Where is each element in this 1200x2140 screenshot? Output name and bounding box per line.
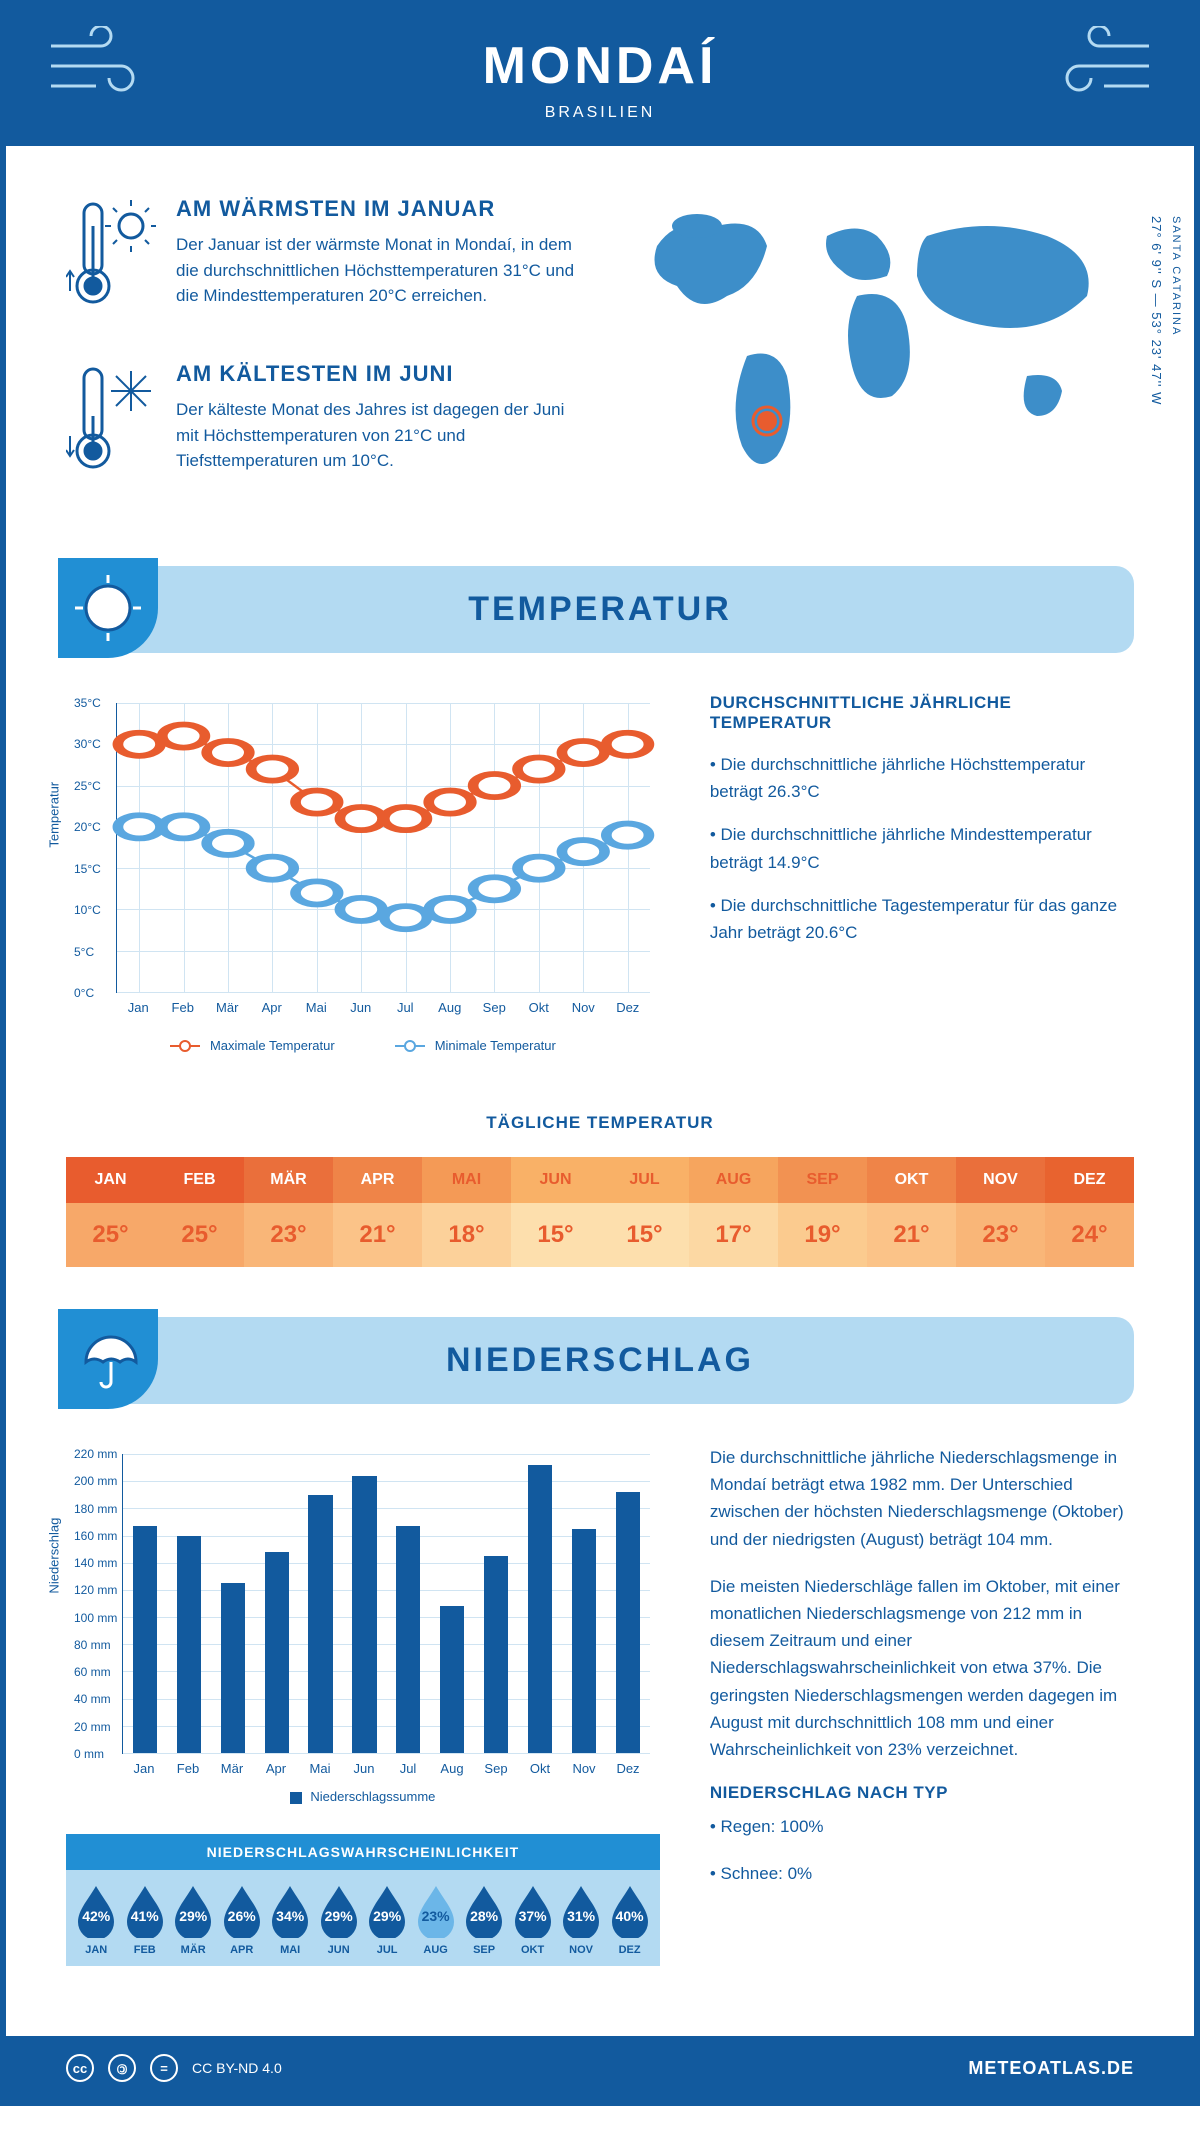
rain-drop: 41%FEB [121,1884,169,1956]
rain-drop: 29%MÄR [169,1884,217,1956]
coldest-text: Der kälteste Monat des Jahres ist dagege… [176,397,580,474]
temp-month-col: AUG17° [689,1157,778,1267]
temp-bullet: • Die durchschnittliche jährliche Höchst… [710,751,1134,805]
daily-temp-table: JAN25°FEB25°MÄR23°APR21°MAI18°JUN15°JUL1… [66,1157,1134,1267]
warmest-text: Der Januar ist der wärmste Monat in Mond… [176,232,580,309]
warmest-fact: AM WÄRMSTEN IM JANUAR Der Januar ist der… [66,196,580,321]
rain-drop: 26%APR [218,1884,266,1956]
temp-ylabel: Temperatur [47,782,62,848]
thermometer-hot-icon [66,196,156,321]
warmest-title: AM WÄRMSTEN IM JANUAR [176,196,580,222]
precip-type-heading: NIEDERSCHLAG NACH TYP [710,1783,1134,1803]
rain-drop: 40%DEZ [606,1884,654,1956]
temp-heading: TEMPERATUR [66,590,1134,629]
coldest-title: AM KÄLTESTEN IM JUNI [176,361,580,387]
temp-month-col: NOV23° [956,1157,1045,1267]
rain-drop: 34%MAI [266,1884,314,1956]
temperature-line-chart: Temperatur Maximale Temperatur Minimale … [66,693,660,1053]
wind-icon [1044,26,1154,111]
legend-min: Minimale Temperatur [395,1038,556,1053]
by-icon: 🄯 [108,2054,136,2082]
region-name: SANTA CATARINA [1170,216,1182,336]
nd-icon: = [150,2054,178,2082]
country-name: BRASILIEN [6,104,1194,122]
temp-month-col: FEB25° [155,1157,244,1267]
world-map: 27° 6' 9'' S — 53° 23' 47'' W SANTA CATA… [620,196,1134,526]
rain-drop: 29%JUN [315,1884,363,1956]
temp-month-col: JUN15° [511,1157,600,1267]
sun-icon [58,558,158,658]
header-banner: MONDAÍ BRASILIEN [6,6,1194,146]
precip-type: • Regen: 100% [710,1813,1134,1840]
legend-max: Maximale Temperatur [170,1038,335,1053]
footer: cc 🄯 = CC BY-ND 4.0 METEOATLAS.DE [6,2036,1194,2100]
temperature-section-header: TEMPERATUR [66,566,1134,653]
coordinates: 27° 6' 9'' S — 53° 23' 47'' W [1149,216,1164,405]
temp-month-col: OKT21° [867,1157,956,1267]
rain-drop: 29%JUL [363,1884,411,1956]
precip-paragraph: Die durchschnittliche jährliche Niedersc… [710,1444,1134,1553]
rain-drop: 31%NOV [557,1884,605,1956]
temp-month-col: MAI18° [422,1157,511,1267]
temp-month-col: JUL15° [600,1157,689,1267]
precipitation-bar-chart: Niederschlag Niederschlagssumme 0 mm20 m… [66,1444,660,1804]
temp-info-heading: DURCHSCHNITTLICHE JÄHRLICHE TEMPERATUR [710,693,1134,733]
rain-drop: 28%SEP [460,1884,508,1956]
precip-type: • Schnee: 0% [710,1860,1134,1887]
umbrella-icon [58,1309,158,1409]
coldest-fact: AM KÄLTESTEN IM JUNI Der kälteste Monat … [66,361,580,486]
temp-month-col: MÄR23° [244,1157,333,1267]
daily-temp-heading: TÄGLICHE TEMPERATUR [66,1113,1134,1133]
city-name: MONDAÍ [6,36,1194,96]
license-text: CC BY-ND 4.0 [192,2060,282,2076]
cc-icon: cc [66,2054,94,2082]
temp-bullet: • Die durchschnittliche Tagestemperatur … [710,892,1134,946]
rain-drop: 42%JAN [72,1884,120,1956]
temp-month-col: DEZ24° [1045,1157,1134,1267]
site-name: METEOATLAS.DE [968,2058,1134,2079]
precip-heading: NIEDERSCHLAG [66,1341,1134,1380]
temp-month-col: SEP19° [778,1157,867,1267]
precip-paragraph: Die meisten Niederschläge fallen im Okto… [710,1573,1134,1763]
temp-month-col: APR21° [333,1157,422,1267]
prob-heading: NIEDERSCHLAGSWAHRSCHEINLICHKEIT [66,1834,660,1870]
thermometer-cold-icon [66,361,156,486]
temp-bullet: • Die durchschnittliche jährliche Mindes… [710,821,1134,875]
precip-ylabel: Niederschlag [47,1518,62,1594]
precip-probability-panel: NIEDERSCHLAGSWAHRSCHEINLICHKEIT 42%JAN41… [66,1834,660,1966]
temp-month-col: JAN25° [66,1157,155,1267]
precip-section-header: NIEDERSCHLAG [66,1317,1134,1404]
rain-drop: 37%OKT [509,1884,557,1956]
wind-icon [46,26,156,111]
rain-drop: 23%AUG [412,1884,460,1956]
